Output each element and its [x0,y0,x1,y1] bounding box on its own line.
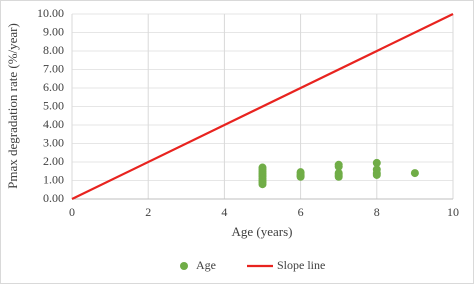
point [334,172,343,181]
y-tick-label: 3.00 [43,135,64,149]
y-tick-label: 6.00 [43,80,64,94]
line [71,13,454,200]
y-tick-label: 7.00 [43,61,64,75]
x-tick-label: 2 [145,205,151,219]
x-axis-title: Age (years) [232,224,293,239]
x-tick-label: 0 [69,205,75,219]
y-axis-title: Pmax degradation rate (%/year) [5,23,20,189]
point [334,162,343,171]
y-tick-label: 9.00 [43,24,64,38]
y-tick-label: 4.00 [43,117,64,131]
x-tick-label: 8 [374,205,380,219]
legend-marker [180,262,188,270]
y-tick-label: 0.00 [43,191,64,205]
point [296,172,305,181]
y-tick-label: 5.00 [43,98,64,112]
x-tick-label: 6 [298,205,304,219]
x-tick-label: 4 [221,205,227,219]
legend-label: Age [196,258,216,272]
point [372,158,381,167]
point [372,170,381,179]
point [258,180,267,189]
legend-label: Slope line [277,258,325,272]
y-tick-label: 8.00 [43,43,64,57]
y-tick-label: 2.00 [43,154,64,168]
x-tick-label: 10 [447,205,459,219]
y-tick-label: 1.00 [43,172,64,186]
y-tick-label: 10.00 [37,6,64,20]
point [410,169,419,178]
